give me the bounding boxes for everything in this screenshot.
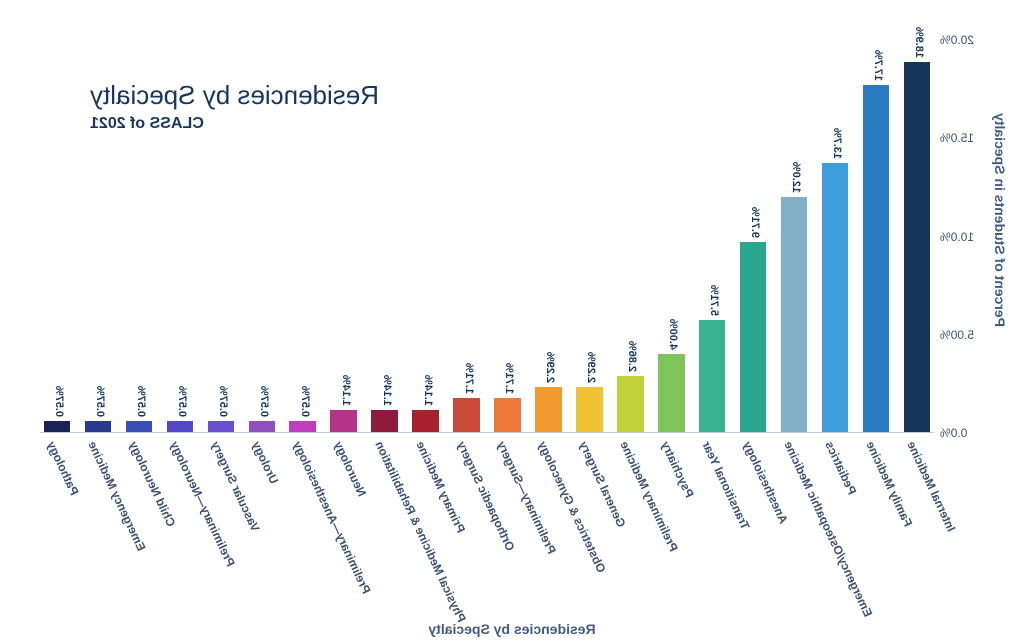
bar <box>781 197 807 432</box>
bar-value-label: 1.14% <box>340 374 352 405</box>
chart-subtitle: CLASS of 2021 <box>90 115 379 133</box>
x-category-label: Pathology <box>44 439 81 497</box>
bar <box>740 242 766 432</box>
bar-slot: 17.7% <box>859 40 893 432</box>
x-label-slot: Transitional Year <box>695 433 729 643</box>
bar-value-label: 0.57% <box>258 386 270 417</box>
bar <box>494 398 520 432</box>
bar <box>249 421 275 432</box>
x-axis-title: Residencies by Specialty <box>428 621 595 637</box>
bar-slot: 0.57% <box>40 40 74 432</box>
y-tick-label: 20.0% <box>940 33 976 47</box>
x-label-slot: Pathology <box>40 433 74 643</box>
bar <box>412 410 438 432</box>
chart-container: Percent of Students in Specialty 0.0% 5.0… <box>0 0 1024 643</box>
bar <box>44 421 70 432</box>
x-label-slot: Preliminary—Neurology <box>163 433 197 643</box>
bar-slot: 2.29% <box>572 40 606 432</box>
bar-value-label: 1.71% <box>463 363 475 394</box>
bar-value-label: 17.7% <box>872 50 884 81</box>
bar-value-label: 5.71% <box>708 285 720 316</box>
bar <box>904 62 930 432</box>
bar <box>863 85 889 432</box>
bar-value-label: 0.57% <box>176 386 188 417</box>
bar-value-label: 18.9% <box>913 26 925 57</box>
bar <box>167 421 193 432</box>
bar-value-label: 2.29% <box>585 352 597 383</box>
bar-value-label: 1.71% <box>504 363 516 394</box>
bar <box>617 376 643 432</box>
y-tick-label: 10.0% <box>940 230 976 244</box>
bar-slot: 9.71% <box>736 40 770 432</box>
bar-slot: 18.9% <box>900 40 934 432</box>
x-label-slot: Preliminary—Anesthesiology <box>286 433 320 643</box>
x-label-slot: Urology <box>245 433 279 643</box>
bar <box>371 410 397 432</box>
x-label-slot: Preliminary Medicine <box>613 433 647 643</box>
bar <box>208 421 234 432</box>
bar-value-label: 0.57% <box>94 386 106 417</box>
bar-slot: 1.71% <box>491 40 525 432</box>
chart-title: Residencies by Specialty <box>90 80 379 111</box>
bar-value-label: 9.71% <box>749 206 761 237</box>
bar <box>535 387 561 432</box>
bar <box>453 398 479 432</box>
y-tick-label: 0.0% <box>940 426 976 440</box>
bar <box>330 410 356 432</box>
bar <box>126 421 152 432</box>
bar <box>576 387 602 432</box>
x-label-slot: Internal Medicine <box>900 433 934 643</box>
bar <box>658 354 684 432</box>
x-label-slot: Emergency Medicine <box>81 433 115 643</box>
bar-slot: 5.71% <box>695 40 729 432</box>
bar-value-label: 12.0% <box>790 162 802 193</box>
x-label-slot: Physical Medicine & Rehabilitation <box>368 433 402 643</box>
bar-value-label: 0.57% <box>135 386 147 417</box>
bar <box>822 163 848 432</box>
bar-value-label: 4.00% <box>667 318 679 349</box>
bar-slot: 2.29% <box>531 40 565 432</box>
y-tick-label: 15.0% <box>940 131 976 145</box>
x-label-slot: Anesthesiology <box>736 433 770 643</box>
bar-slot: 1.14% <box>409 40 443 432</box>
bar-value-label: 0.57% <box>53 386 65 417</box>
x-category-label: Urology <box>249 439 281 486</box>
bar-slot: 2.86% <box>613 40 647 432</box>
bar-value-label: 0.57% <box>299 386 311 417</box>
bar-value-label: 1.14% <box>381 374 393 405</box>
y-tick-label: 5.00% <box>940 328 976 342</box>
x-category-label: Psychiatry <box>659 439 697 500</box>
bar-slot: 12.0% <box>777 40 811 432</box>
x-category-label: Neurology <box>331 439 369 499</box>
x-label-slot: Emergency/Osteopathic Medicine <box>777 433 811 643</box>
bar-value-label: 2.29% <box>544 352 556 383</box>
bar-value-label: 0.57% <box>217 386 229 417</box>
bar <box>699 320 725 432</box>
chart-title-block: Residencies by Specialty CLASS of 2021 <box>90 80 379 133</box>
x-category-label: Pediatrics <box>822 439 859 497</box>
bar-slot: 13.7% <box>818 40 852 432</box>
bar-slot: 4.00% <box>654 40 688 432</box>
bar-value-label: 1.14% <box>422 374 434 405</box>
bar-value-label: 2.86% <box>626 341 638 372</box>
y-axis-title: Percent of Students in Specialty <box>992 113 1008 327</box>
bar <box>85 421 111 432</box>
x-axis-labels: Internal MedicineFamily MedicinePediatri… <box>40 433 934 643</box>
bar <box>290 421 316 432</box>
bar-slot: 1.71% <box>450 40 484 432</box>
bar-value-label: 13.7% <box>831 128 843 159</box>
